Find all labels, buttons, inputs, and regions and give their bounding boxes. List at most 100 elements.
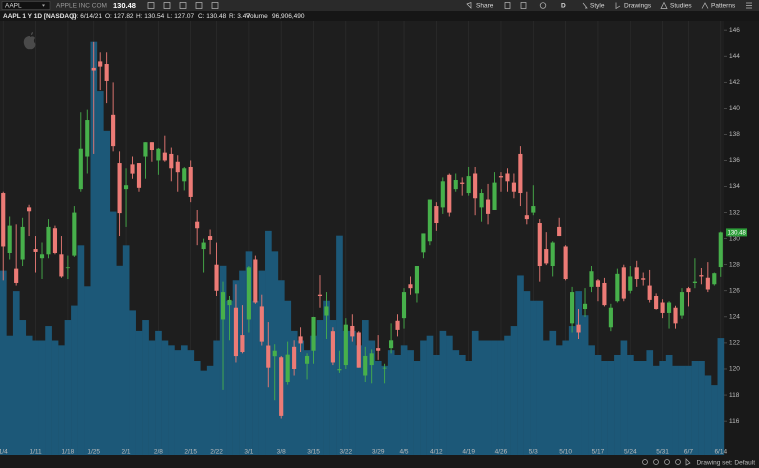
share-button[interactable]: Share bbox=[476, 3, 494, 10]
icon[interactable] bbox=[179, 2, 187, 9]
icon[interactable] bbox=[520, 2, 527, 9]
style-icon[interactable] bbox=[582, 2, 588, 9]
settings-icon[interactable] bbox=[539, 2, 547, 9]
zoom-icons bbox=[642, 458, 691, 466]
instrument: AAPL 1 Y 1D [NASDAQ] bbox=[3, 13, 76, 20]
symbol[interactable]: AAPL bbox=[5, 3, 22, 10]
y-tick-label: 138 bbox=[729, 131, 740, 138]
candle-body bbox=[78, 148, 83, 190]
candle-body bbox=[414, 266, 420, 294]
y-tick-label: 130 bbox=[729, 235, 740, 242]
x-tick-label: 3/22 bbox=[340, 449, 353, 456]
candle-body bbox=[505, 173, 510, 182]
studies-icon[interactable] bbox=[660, 1, 668, 9]
volume-bar bbox=[446, 335, 453, 455]
x-tick-label: 5/3 bbox=[529, 449, 538, 456]
volume-bar bbox=[646, 350, 654, 455]
volume-bar bbox=[193, 361, 201, 455]
icon[interactable] bbox=[653, 459, 659, 465]
y-tick-label: 118 bbox=[729, 392, 740, 399]
patterns-button[interactable]: Patterns bbox=[711, 3, 736, 10]
volume-bar bbox=[420, 340, 427, 455]
candle-body bbox=[117, 163, 122, 214]
candle-body bbox=[136, 163, 142, 188]
candle-body bbox=[608, 307, 613, 328]
volume-bar bbox=[711, 385, 718, 455]
icon[interactable] bbox=[664, 459, 670, 465]
candle-body bbox=[673, 307, 678, 324]
volume-bar bbox=[575, 291, 582, 455]
last-price-label: 130.48 bbox=[728, 230, 747, 236]
volume-bar bbox=[122, 245, 130, 455]
candle-body bbox=[259, 306, 264, 342]
volume-bar bbox=[555, 345, 563, 455]
candle-body bbox=[660, 302, 665, 313]
candle-body bbox=[589, 271, 594, 287]
candle-body bbox=[246, 267, 251, 320]
candle-body bbox=[641, 278, 646, 280]
volume-bar bbox=[517, 275, 524, 455]
candle-body bbox=[666, 302, 672, 313]
volume-bar bbox=[51, 340, 59, 455]
icon[interactable] bbox=[163, 2, 171, 9]
icon[interactable] bbox=[685, 458, 691, 466]
volume-bar bbox=[685, 365, 692, 455]
icon[interactable] bbox=[504, 2, 511, 9]
candle-body bbox=[1, 193, 6, 247]
y-tick-label: 128 bbox=[729, 261, 740, 268]
menu-icon[interactable] bbox=[746, 2, 752, 9]
y-tick-label: 124 bbox=[729, 314, 740, 321]
candle-body bbox=[369, 353, 374, 366]
volume-bar bbox=[627, 354, 634, 455]
volume-bar bbox=[19, 320, 27, 455]
volume-bar bbox=[181, 345, 188, 455]
volume-bar bbox=[458, 354, 466, 455]
y-tick-label: 122 bbox=[729, 340, 740, 347]
icon[interactable] bbox=[147, 2, 155, 9]
volume-bar bbox=[400, 345, 408, 455]
volume-bar bbox=[426, 335, 434, 455]
axis-labels: 1/4 1/11 1/18 1/25 2/1 2/8 2/15 2/22 3/1 3/8 3/15 3… bbox=[0, 27, 747, 456]
candle-body bbox=[253, 259, 258, 303]
candle-body bbox=[363, 355, 368, 376]
volume-bar bbox=[71, 305, 78, 455]
candle-body bbox=[679, 292, 685, 316]
volume-bar bbox=[290, 330, 298, 455]
share-icon[interactable] bbox=[466, 1, 472, 9]
icon[interactable] bbox=[642, 459, 648, 465]
drawing-set[interactable]: Drawing set: Default bbox=[696, 460, 755, 467]
icon[interactable] bbox=[675, 459, 681, 465]
symbol-input[interactable] bbox=[1, 1, 51, 10]
volume-bar bbox=[329, 320, 337, 455]
candle-body bbox=[699, 275, 704, 277]
icon[interactable] bbox=[211, 2, 219, 9]
volume-bar bbox=[232, 280, 240, 455]
candle-body bbox=[201, 242, 206, 250]
candle-body bbox=[686, 288, 691, 293]
volume-bar bbox=[614, 354, 621, 455]
x-tick-label: 1/25 bbox=[87, 449, 100, 456]
studies-button[interactable]: Studies bbox=[670, 3, 692, 10]
volume-bar bbox=[342, 330, 350, 455]
header-volume: 96,906,490 bbox=[272, 13, 305, 20]
candle-body bbox=[33, 249, 38, 252]
aggregation-button[interactable]: D bbox=[561, 3, 566, 10]
candle-body bbox=[14, 268, 19, 283]
icon[interactable] bbox=[195, 2, 203, 9]
style-button[interactable]: Style bbox=[590, 3, 605, 10]
candle-body bbox=[460, 182, 465, 184]
candle-body bbox=[718, 232, 723, 268]
candle-body bbox=[511, 182, 516, 192]
drawings-icon[interactable] bbox=[615, 2, 621, 10]
y-tick-label: 116 bbox=[729, 418, 740, 425]
patterns-icon[interactable] bbox=[701, 2, 709, 9]
candle-body bbox=[473, 173, 478, 199]
x-tick-label: 3/1 bbox=[244, 449, 253, 456]
candle-body bbox=[304, 355, 310, 364]
drawings-button[interactable]: Drawings bbox=[624, 3, 652, 10]
volume-bar bbox=[303, 350, 311, 455]
volume-bar bbox=[536, 300, 544, 455]
candle-body bbox=[188, 166, 193, 197]
volume-bar bbox=[407, 350, 414, 455]
